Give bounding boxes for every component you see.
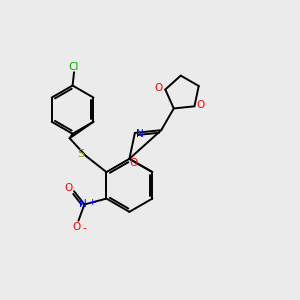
Text: S: S — [77, 149, 84, 159]
Text: Cl: Cl — [69, 62, 79, 72]
Text: O: O — [130, 158, 138, 168]
Text: +: + — [88, 198, 95, 207]
Text: -: - — [82, 223, 86, 233]
Text: O: O — [72, 222, 80, 232]
Text: N: N — [136, 129, 144, 140]
Text: N: N — [79, 199, 87, 209]
Text: O: O — [64, 183, 73, 193]
Text: O: O — [155, 83, 163, 93]
Text: O: O — [197, 100, 205, 110]
